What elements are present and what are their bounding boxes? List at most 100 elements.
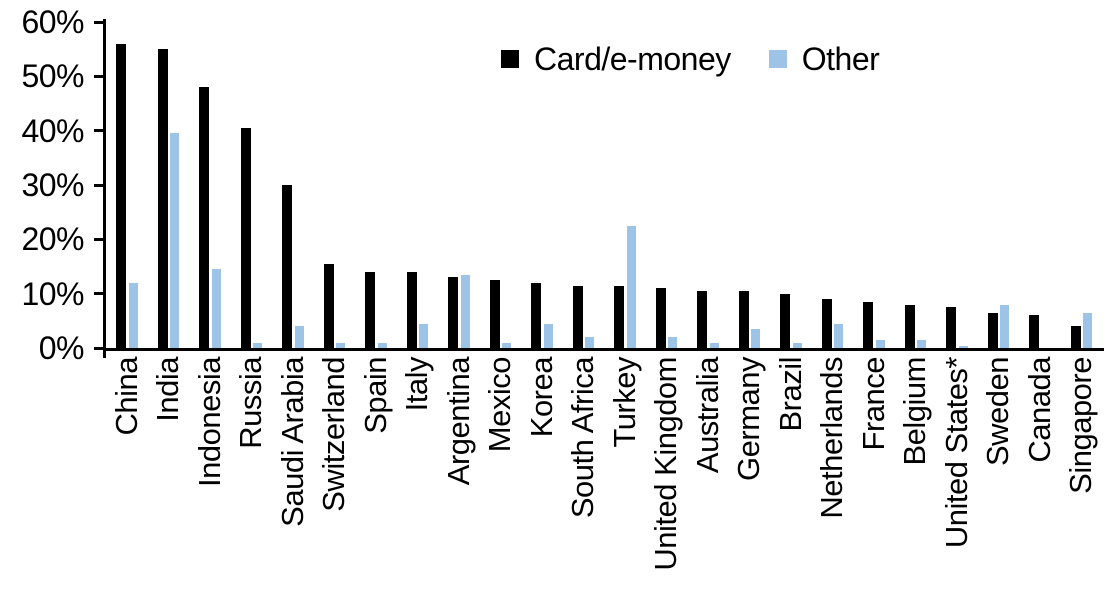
y-axis-label: 50% — [21, 58, 84, 95]
x-axis-label-wrap: India — [150, 357, 186, 591]
y-axis-tick — [94, 74, 106, 78]
legend: Card/e-money Other — [501, 41, 880, 77]
bar-card-e-money-switzerland — [323, 263, 334, 348]
y-axis-label: 30% — [21, 167, 84, 203]
legend-item-card-e-money: Card/e-money — [501, 42, 731, 76]
legend-label-card-e-money: Card/e-money — [534, 41, 731, 77]
legend-item-other: Other — [768, 41, 880, 77]
bar-other-mexico — [502, 342, 512, 348]
x-axis-label-south-africa: South Africa — [565, 357, 601, 519]
x-axis-label-turkey: Turkey — [606, 357, 642, 448]
x-axis-label-united-kingdom: United Kingdom — [648, 357, 684, 571]
bar-card-e-money-mexico — [489, 280, 500, 348]
bar-card-e-money-canada — [1029, 315, 1040, 348]
y-axis-label: 20% — [21, 221, 84, 258]
bar-card-e-money-singapore — [1070, 326, 1081, 348]
bar-card-e-money-united-states — [946, 307, 957, 348]
x-axis-label-wrap: Singapore — [1063, 357, 1099, 591]
y-axis-label: 10% — [21, 275, 84, 312]
bar-card-e-money-australia — [697, 290, 708, 348]
x-axis-label-wrap: Indonesia — [191, 357, 227, 591]
bar-card-e-money-spain — [365, 271, 376, 348]
bar-other-korea — [543, 323, 553, 348]
x-axis-label-wrap: China — [109, 357, 144, 591]
bar-other-sweden — [1000, 304, 1010, 348]
x-axis-label-wrap: United Kingdom — [648, 357, 684, 591]
bar-card-e-money-belgium — [904, 304, 915, 348]
x-axis-label-wrap: Spain — [357, 357, 393, 591]
x-axis-label-wrap: Australia — [689, 357, 725, 591]
bar-other-saudi-arabia — [294, 326, 304, 348]
y-axis-tick — [94, 346, 106, 350]
legend-swatch-other — [768, 50, 787, 68]
x-axis-label-saudi-arabia: Saudi Arabia — [274, 357, 310, 527]
x-axis-label-belgium: Belgium — [897, 357, 933, 466]
bar-other-argentina — [460, 274, 470, 348]
bar-card-e-money-netherlands — [821, 299, 832, 348]
bar-card-e-money-united-kingdom — [655, 288, 666, 348]
bar-other-netherlands — [834, 323, 844, 348]
y-axis-line — [103, 19, 106, 358]
bar-card-e-money-italy — [406, 271, 417, 348]
x-axis-label-wrap: Turkey — [606, 357, 642, 591]
y-axis-tick — [94, 129, 106, 133]
bar-other-china — [128, 282, 138, 348]
bar-card-e-money-india — [157, 49, 168, 348]
bar-other-spain — [377, 342, 387, 348]
x-axis-label-indonesia: Indonesia — [191, 357, 227, 487]
x-axis-label-wrap: South Africa — [565, 357, 601, 591]
x-axis-label-france: France — [855, 357, 891, 451]
bar-card-e-money-france — [863, 301, 874, 348]
x-axis-label-india: India — [150, 357, 186, 422]
x-axis-label-russia: Russia — [233, 357, 269, 449]
y-axis-tick — [94, 183, 106, 187]
x-axis-label-wrap: Netherlands — [814, 357, 849, 591]
x-axis-label-canada: Canada — [1021, 357, 1057, 463]
x-axis-label-wrap: Italy — [399, 357, 435, 591]
legend-label-other: Other — [801, 41, 880, 77]
x-axis-label-wrap: Saudi Arabia — [274, 357, 310, 591]
bar-other-switzerland — [336, 342, 346, 348]
bar-card-e-money-saudi-arabia — [282, 185, 293, 348]
bar-other-germany — [751, 328, 761, 348]
x-axis-label-switzerland: Switzerland — [316, 357, 352, 512]
x-axis-label-sweden: Sweden — [980, 357, 1016, 467]
x-axis-label-wrap: Korea — [523, 357, 559, 591]
y-axis-label: 40% — [21, 112, 84, 149]
bar-other-singapore — [1083, 312, 1093, 348]
x-axis-label-spain: Spain — [357, 357, 393, 434]
bar-other-india — [170, 133, 180, 348]
x-axis-label-korea: Korea — [523, 357, 559, 438]
bar-card-e-money-argentina — [448, 277, 459, 348]
bar-other-france — [875, 339, 885, 348]
x-axis-label-wrap: United States* — [938, 357, 974, 591]
x-axis-label-wrap: Russia — [233, 357, 269, 591]
x-axis-label-wrap: Argentina — [440, 357, 476, 591]
x-axis-label-wrap: Belgium — [897, 357, 933, 591]
x-axis-label-germany: Germany — [731, 357, 767, 481]
x-axis-label-argentina: Argentina — [440, 357, 476, 486]
bar-card-e-money-indonesia — [199, 87, 210, 348]
y-axis-tick — [94, 292, 106, 296]
bar-other-turkey — [626, 225, 636, 348]
bar-other-brazil — [792, 342, 802, 348]
x-axis-label-wrap: France — [855, 357, 891, 591]
x-axis-label-wrap: Switzerland — [316, 357, 352, 591]
x-axis-label-united-states: United States* — [938, 357, 974, 549]
y-axis-tick — [94, 20, 106, 24]
y-axis-label: 0% — [38, 330, 85, 366]
legend-swatch-card-e-money — [501, 50, 519, 68]
x-axis-label-italy: Italy — [399, 357, 435, 412]
y-axis-tick — [94, 237, 106, 241]
x-axis-label-singapore: Singapore — [1063, 357, 1099, 494]
bar-card-e-money-korea — [531, 282, 542, 348]
y-axis-label: 60% — [21, 4, 84, 40]
bar-other-south-africa — [585, 337, 595, 348]
bar-other-united-kingdom — [668, 337, 678, 348]
x-axis-line — [103, 348, 1104, 351]
bar-card-e-money-brazil — [780, 293, 791, 348]
bar-other-belgium — [917, 339, 927, 348]
x-axis-label-australia: Australia — [689, 357, 725, 474]
x-axis-label-mexico: Mexico — [482, 357, 518, 453]
